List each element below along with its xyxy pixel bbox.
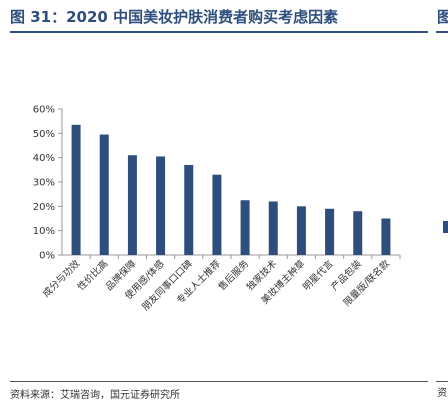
bar [381, 218, 391, 255]
y-tick-label: 0% [39, 251, 55, 262]
bar [184, 164, 194, 255]
neighbor-chart-fragment [443, 221, 448, 233]
y-tick-label: 20% [33, 202, 55, 213]
bars [71, 124, 391, 255]
bar [71, 124, 81, 255]
bar [353, 211, 363, 255]
bar [296, 206, 306, 255]
y-tick-label: 30% [33, 178, 55, 189]
neighbor-title-rule [436, 31, 448, 33]
y-tick-label: 60% [33, 105, 55, 116]
neighbor-source-note: 资 [437, 388, 447, 399]
x-tick-label: 朋友同事口口碑 [139, 257, 195, 313]
x-tick-label: 成分与功效 [40, 257, 82, 299]
bar [156, 156, 166, 255]
neighbor-figure-title: 图 [437, 8, 448, 26]
source-rule [10, 381, 428, 382]
neighbor-source-rule [436, 381, 448, 382]
bar [99, 134, 109, 255]
title-rule [10, 31, 428, 33]
y-tick-label: 40% [33, 153, 55, 164]
bar [268, 201, 278, 255]
bar [240, 200, 250, 255]
bar [127, 155, 137, 255]
bar [212, 174, 222, 255]
bar [325, 208, 335, 255]
y-tick-label: 10% [33, 226, 55, 237]
y-tick-label: 50% [33, 129, 55, 140]
figure-title: 图 31：2020 中国美妆护肤消费者购买考虑因素 [10, 8, 339, 26]
bar-chart: 0% 10% 20% 30% 40% 50% 60% 成分与功效性价比高品牌保障使用感/体感… [33, 105, 401, 313]
source-note: 资料来源：艾瑞咨询，国元证券研究所 [10, 390, 180, 401]
x-axis-labels: 成分与功效性价比高品牌保障使用感/体感朋友同事口口碑专业人士推荐售后服务独家技术… [40, 255, 401, 313]
